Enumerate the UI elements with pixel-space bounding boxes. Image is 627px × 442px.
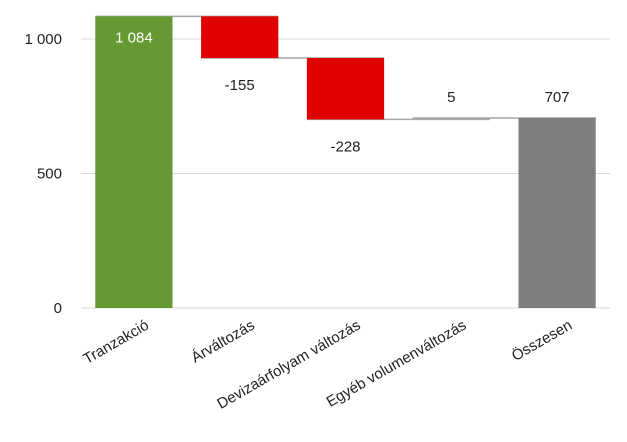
data-label: -228 xyxy=(330,138,360,155)
data-label: 707 xyxy=(545,89,570,106)
bar-0 xyxy=(95,16,173,308)
data-label: 5 xyxy=(447,89,455,106)
bar-4 xyxy=(518,117,596,308)
data-labels: 1 084 -155 -228 5 707 xyxy=(115,29,569,155)
bars xyxy=(95,16,596,308)
bar-3 xyxy=(412,118,490,121)
category-label: Árváltozás xyxy=(189,317,258,367)
data-label: 1 084 xyxy=(115,29,153,46)
y-tick-label: 1 000 xyxy=(24,31,62,48)
data-label: -155 xyxy=(225,77,255,94)
category-label: Összesen xyxy=(508,316,575,365)
y-tick-label: 0 xyxy=(54,300,62,317)
bar-1 xyxy=(201,16,279,59)
y-tick-label: 500 xyxy=(37,165,62,182)
category-label: Tranzakció xyxy=(80,317,152,368)
bar-2 xyxy=(306,58,385,120)
y-axis-tick-labels: 0 500 1 000 xyxy=(24,31,62,317)
